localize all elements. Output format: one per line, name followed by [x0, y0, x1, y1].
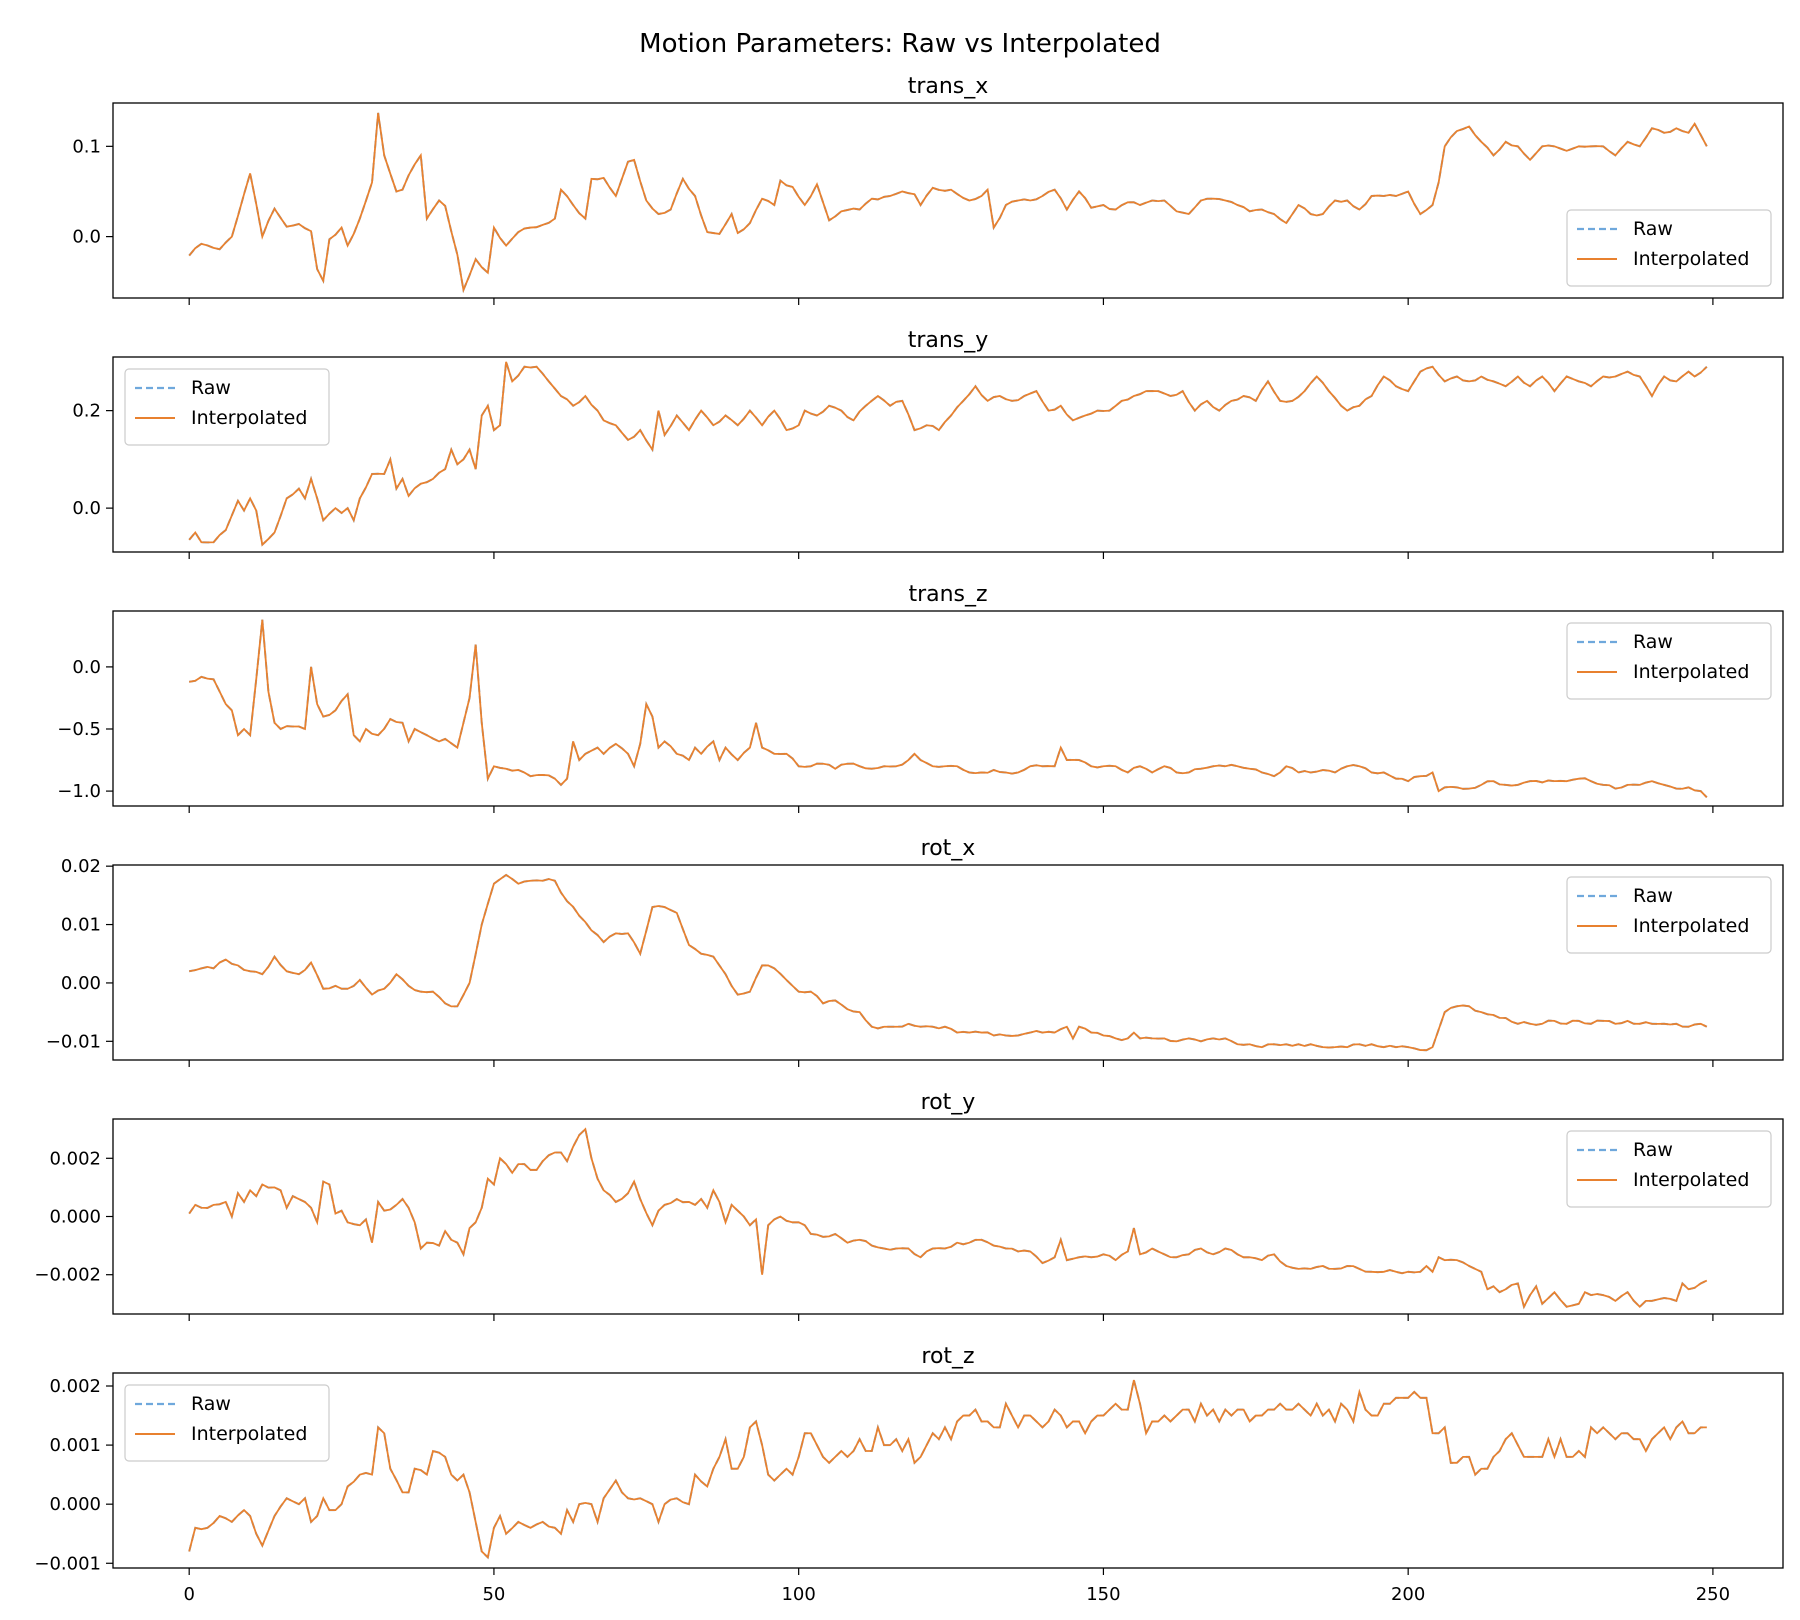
y-tick-label: −0.01	[46, 1031, 101, 1052]
legend-label-raw: Raw	[1633, 1139, 1673, 1161]
legend-box	[1566, 1130, 1772, 1208]
panel-title: trans_y	[908, 328, 989, 353]
legend: Raw Interpolated	[1566, 876, 1772, 954]
panel-title: trans_z	[908, 582, 987, 607]
panel-title: rot_z	[921, 1344, 974, 1369]
series-interpolated-line	[188, 361, 1708, 547]
y-tick-label: 0.002	[49, 1376, 101, 1397]
legend: Raw Interpolated	[1566, 1130, 1772, 1208]
panel-rot_x: rot_x 0.02 0.01 0.00 −0.01 Raw Interpolated	[46, 836, 1784, 1067]
legend-label-interpolated: Interpolated	[1633, 248, 1749, 270]
x-tick-label: 100	[781, 1584, 815, 1605]
panel-rot_z: rot_z 0 50 100 150 200 250 0.002 0.001 0.000 −0.00…	[34, 1344, 1784, 1605]
y-tick-label: 0.02	[61, 856, 101, 877]
panel-title: trans_x	[908, 74, 989, 99]
legend-label-raw: Raw	[1633, 218, 1673, 240]
y-tick-label: −1.0	[57, 781, 101, 802]
y-tick-label: 0.000	[49, 1207, 101, 1228]
legend: Raw Interpolated	[1566, 622, 1772, 700]
x-tick-label: 50	[482, 1584, 505, 1605]
figure-title: Motion Parameters: Raw vs Interpolated	[639, 29, 1161, 59]
series-interpolated-line	[188, 1379, 1707, 1560]
legend-label-interpolated: Interpolated	[191, 1423, 307, 1445]
series-interpolated-line	[188, 1127, 1708, 1310]
legend-box	[1566, 209, 1772, 287]
legend-label-interpolated: Interpolated	[1633, 661, 1749, 683]
legend: Raw Interpolated	[1566, 209, 1772, 287]
panels-container: trans_x 0.0 0.1 Raw Interpolated trans_y 0.0 0.…	[34, 74, 1784, 1605]
series-interpolated-line	[188, 112, 1708, 294]
y-tick-label: 0.2	[72, 401, 101, 422]
y-tick-label: 0.0	[72, 657, 101, 678]
legend-label-raw: Raw	[191, 377, 231, 399]
panel-rot_y: rot_y 0.002 0.000 −0.002 Raw Interpolated	[34, 1090, 1784, 1321]
legend-label-interpolated: Interpolated	[1633, 1169, 1749, 1191]
x-tick-label: 250	[1696, 1584, 1730, 1605]
legend-label-raw: Raw	[191, 1393, 231, 1415]
legend-box	[1566, 622, 1772, 700]
legend-box	[124, 1384, 330, 1462]
panel-title: rot_x	[921, 836, 976, 861]
series-interpolated-line	[189, 873, 1708, 1052]
y-tick-label: 0.00	[61, 973, 101, 994]
y-tick-label: −0.5	[57, 719, 101, 740]
plot-frame	[112, 102, 1784, 299]
legend: Raw Interpolated	[124, 368, 330, 446]
y-tick-label: 0.1	[72, 136, 101, 157]
legend: Raw Interpolated	[124, 1384, 330, 1462]
y-tick-label: 0.0	[72, 227, 101, 248]
y-tick-label: 0.002	[49, 1148, 101, 1169]
plot-frame	[112, 610, 1784, 807]
y-tick-label: 0.001	[49, 1435, 101, 1456]
x-tick-label: 150	[1086, 1584, 1120, 1605]
y-tick-label: 0.000	[49, 1494, 101, 1515]
y-tick-label: 0.0	[72, 498, 101, 519]
legend-label-interpolated: Interpolated	[1633, 915, 1749, 937]
legend-label-raw: Raw	[1633, 631, 1673, 653]
series-interpolated-line	[189, 619, 1708, 798]
plot-frame	[112, 864, 1784, 1061]
plot-frame	[112, 356, 1784, 553]
panel-trans_y: trans_y 0.0 0.2 Raw Interpolated	[72, 328, 1784, 559]
y-tick-label: 0.01	[61, 915, 101, 936]
legend-label-interpolated: Interpolated	[191, 407, 307, 429]
plot-frame	[112, 1372, 1784, 1569]
x-tick-label: 0	[183, 1584, 194, 1605]
panel-trans_x: trans_x 0.0 0.1 Raw Interpolated	[72, 74, 1784, 305]
legend-box	[1566, 876, 1772, 954]
legend-label-raw: Raw	[1633, 885, 1673, 907]
panel-trans_z: trans_z 0.0 −0.5 −1.0 Raw Interpolated	[57, 582, 1784, 813]
y-tick-label: −0.002	[34, 1265, 101, 1286]
legend-box	[124, 368, 330, 446]
y-tick-label: −0.001	[34, 1553, 101, 1574]
panel-title: rot_y	[921, 1090, 976, 1115]
x-tick-label: 200	[1391, 1584, 1425, 1605]
